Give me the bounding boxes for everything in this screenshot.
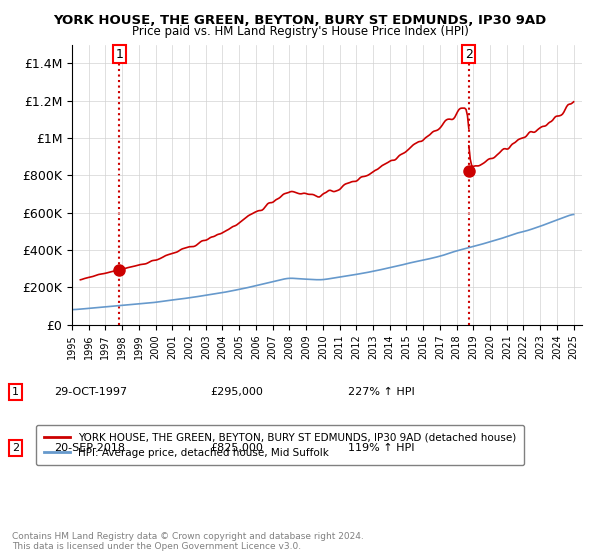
Text: 2: 2: [464, 48, 473, 60]
Text: 119% ↑ HPI: 119% ↑ HPI: [348, 443, 415, 453]
Text: 20-SEP-2018: 20-SEP-2018: [54, 443, 125, 453]
Text: £295,000: £295,000: [210, 387, 263, 397]
Text: £825,000: £825,000: [210, 443, 263, 453]
Text: YORK HOUSE, THE GREEN, BEYTON, BURY ST EDMUNDS, IP30 9AD: YORK HOUSE, THE GREEN, BEYTON, BURY ST E…: [53, 14, 547, 27]
Text: Price paid vs. HM Land Registry's House Price Index (HPI): Price paid vs. HM Land Registry's House …: [131, 25, 469, 38]
Text: Contains HM Land Registry data © Crown copyright and database right 2024.
This d: Contains HM Land Registry data © Crown c…: [12, 532, 364, 552]
Text: 2: 2: [12, 443, 19, 453]
Legend: YORK HOUSE, THE GREEN, BEYTON, BURY ST EDMUNDS, IP30 9AD (detached house), HPI: : YORK HOUSE, THE GREEN, BEYTON, BURY ST E…: [37, 426, 524, 465]
Text: 1: 1: [115, 48, 123, 60]
Text: 227% ↑ HPI: 227% ↑ HPI: [348, 387, 415, 397]
Text: 29-OCT-1997: 29-OCT-1997: [54, 387, 127, 397]
Text: 1: 1: [12, 387, 19, 397]
